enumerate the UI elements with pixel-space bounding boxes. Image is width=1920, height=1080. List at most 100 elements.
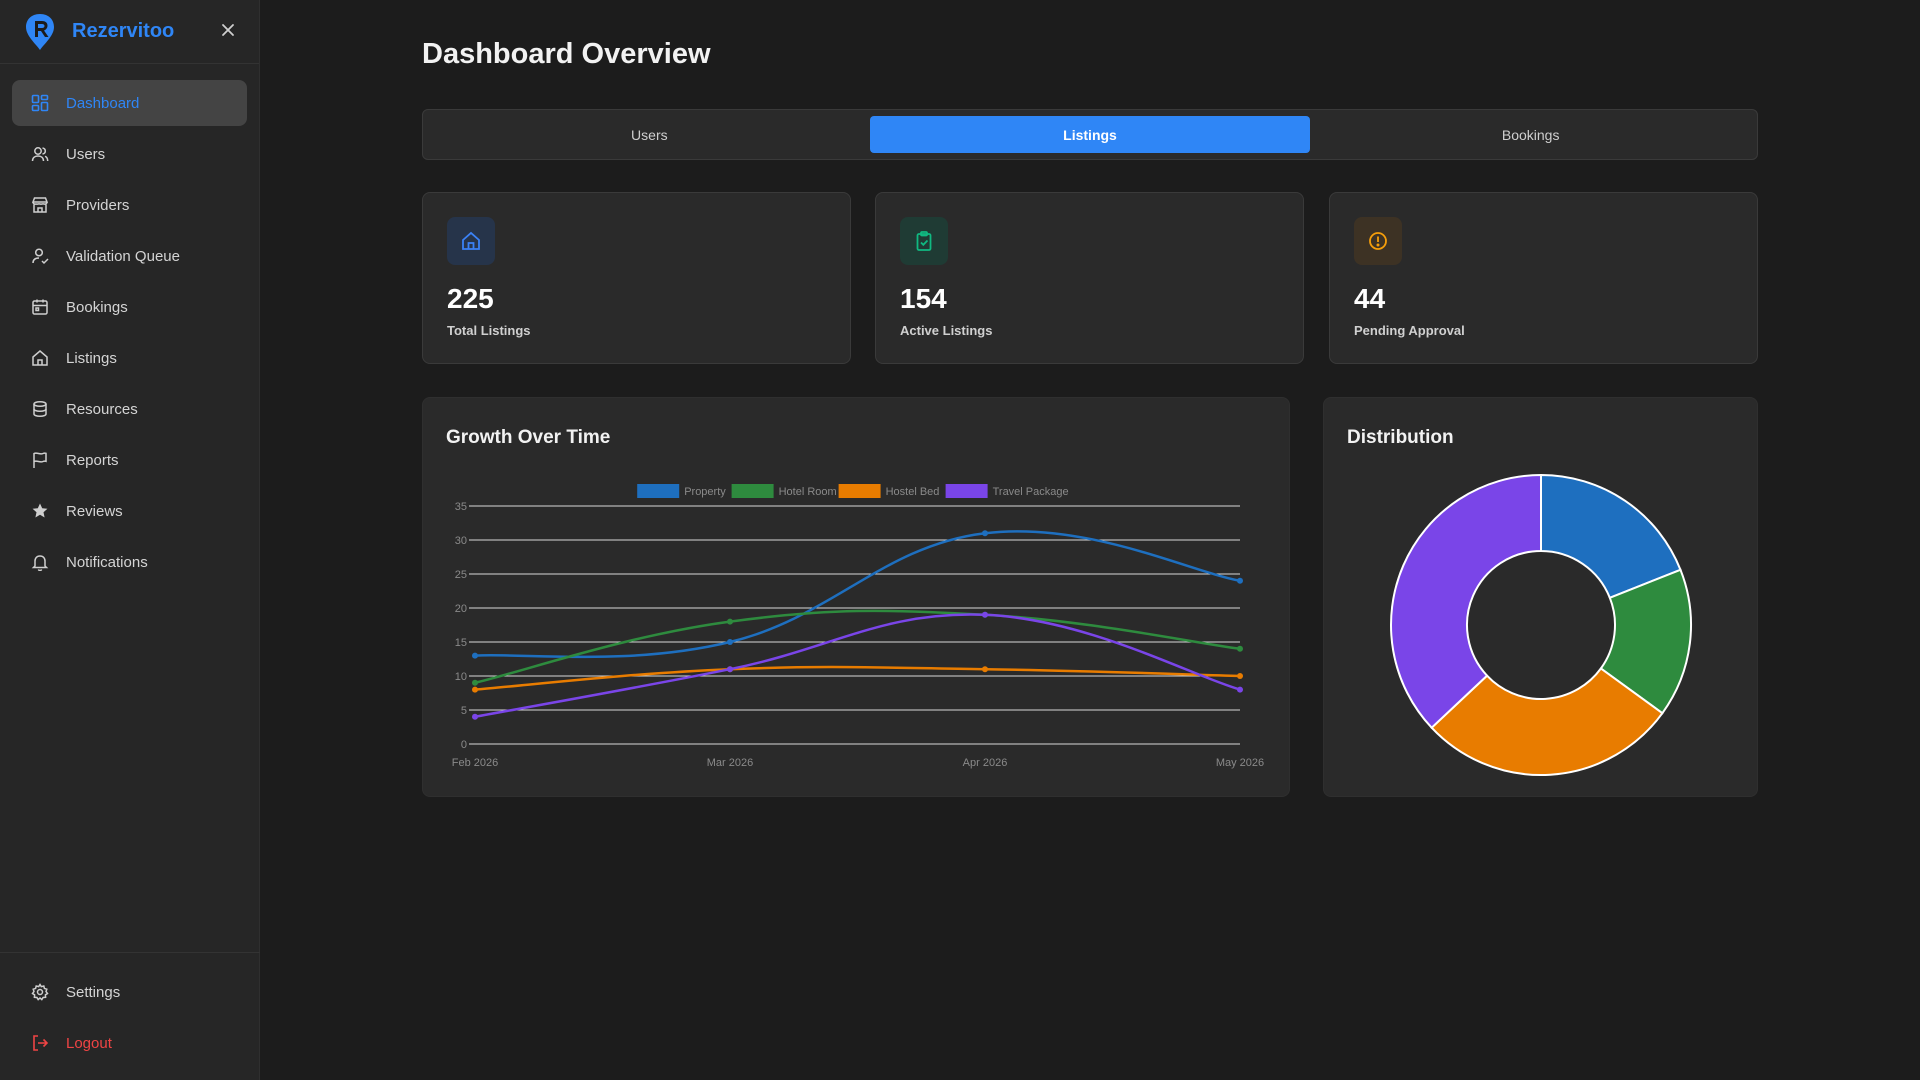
sidebar-item-label: Dashboard bbox=[66, 94, 140, 112]
sidebar-item-label: Notifications bbox=[66, 553, 148, 571]
brand: Rezervitoo bbox=[0, 0, 259, 64]
sidebar-footer: Settings Logout bbox=[0, 952, 260, 1071]
stat-label: Active Listings bbox=[900, 323, 993, 338]
sidebar-item-users[interactable]: Users bbox=[12, 131, 247, 177]
y-tick-label: 25 bbox=[455, 569, 467, 581]
y-tick-label: 5 bbox=[461, 705, 467, 717]
dashboard-icon bbox=[30, 93, 50, 113]
y-tick-label: 20 bbox=[455, 603, 467, 615]
clipboard-check-icon bbox=[900, 217, 948, 265]
series-line bbox=[474, 613, 1241, 719]
data-point bbox=[472, 652, 478, 659]
logout-label: Logout bbox=[66, 1034, 112, 1052]
home-icon bbox=[30, 348, 50, 368]
data-point bbox=[472, 713, 478, 720]
growth-line-chart: 0 5 10 15 20 25 30 35 Feb 2026 Mar 2026 Apr 2026 Ma… bbox=[452, 484, 1264, 769]
store-icon bbox=[30, 195, 50, 215]
data-point bbox=[472, 686, 478, 693]
sidebar-item-label: Listings bbox=[66, 349, 117, 367]
stat-label: Pending Approval bbox=[1354, 323, 1465, 338]
stat-card-pending-approval: 44 Pending Approval bbox=[1329, 192, 1758, 364]
brand-name[interactable]: Rezervitoo bbox=[72, 20, 175, 42]
data-point bbox=[982, 530, 988, 537]
tab-listings[interactable]: Listings bbox=[869, 116, 1311, 153]
bell-icon bbox=[30, 552, 50, 572]
sidebar-item-label: Providers bbox=[66, 196, 130, 214]
legend-label: Travel Package bbox=[993, 486, 1069, 498]
sidebar-item-resources[interactable]: Resources bbox=[12, 386, 247, 432]
sidebar-item-label: Bookings bbox=[66, 298, 128, 316]
y-tick-label: 35 bbox=[455, 501, 467, 513]
star-icon bbox=[30, 501, 50, 521]
y-tick-label: 30 bbox=[455, 535, 467, 547]
sidebar: Rezervitoo Dashboard Users Providers bbox=[0, 0, 260, 1080]
x-tick-label: May 2026 bbox=[1216, 757, 1264, 769]
sidebar-item-label: Users bbox=[66, 145, 106, 163]
data-point bbox=[982, 666, 988, 673]
stat-value: 44 bbox=[1354, 283, 1386, 314]
data-point bbox=[1237, 645, 1243, 652]
logout-icon bbox=[30, 1033, 50, 1053]
x-tick-label: Mar 2026 bbox=[707, 757, 753, 769]
home-icon bbox=[447, 217, 495, 265]
y-tick-label: 10 bbox=[455, 671, 467, 683]
data-point bbox=[1237, 673, 1243, 679]
x-tick-label: Feb 2026 bbox=[452, 757, 498, 769]
sidebar-item-label: Reports bbox=[66, 451, 119, 469]
sidebar-item-notifications[interactable]: Notifications bbox=[12, 539, 247, 585]
donut-slice bbox=[1540, 473, 1682, 600]
user-check-icon bbox=[30, 246, 50, 266]
data-point bbox=[727, 639, 733, 645]
main-content: Dashboard Overview Users Listings Bookin… bbox=[261, 0, 1920, 1080]
data-point bbox=[727, 618, 733, 625]
sidebar-nav: Dashboard Users Providers Validation Que… bbox=[0, 64, 259, 585]
donut-slice bbox=[1390, 473, 1542, 730]
logout-button[interactable]: Logout bbox=[12, 1020, 248, 1066]
sidebar-item-label: Reviews bbox=[66, 502, 123, 520]
series-line bbox=[474, 609, 1241, 685]
data-point bbox=[727, 666, 733, 673]
page-title: Dashboard Overview bbox=[422, 38, 711, 70]
sidebar-item-bookings[interactable]: Bookings bbox=[12, 284, 247, 330]
sidebar-item-reviews[interactable]: Reviews bbox=[12, 488, 247, 534]
data-point bbox=[472, 679, 478, 686]
y-tick-label: 0 bbox=[461, 739, 467, 751]
close-sidebar-button[interactable] bbox=[216, 18, 240, 42]
settings-label: Settings bbox=[66, 983, 121, 1001]
calendar-icon bbox=[30, 297, 50, 317]
donut-slice bbox=[1430, 667, 1664, 776]
tab-users[interactable]: Users bbox=[631, 126, 668, 143]
sidebar-item-dashboard[interactable]: Dashboard bbox=[12, 80, 247, 126]
stat-value: 225 bbox=[447, 283, 494, 314]
growth-chart-panel: Growth Over Time 0 5 10 15 20 25 30 35 Feb 2026 M… bbox=[422, 397, 1290, 797]
tab-bookings[interactable]: Bookings bbox=[1501, 126, 1560, 143]
sidebar-item-label: Validation Queue bbox=[66, 247, 180, 265]
sidebar-item-reports[interactable]: Reports bbox=[12, 437, 247, 483]
growth-chart-title: Growth Over Time bbox=[446, 427, 611, 448]
data-point bbox=[1237, 686, 1243, 693]
distribution-chart-panel: Distribution bbox=[1323, 397, 1758, 797]
alert-circle-icon bbox=[1354, 217, 1402, 265]
legend-label: Hotel Room bbox=[779, 486, 837, 498]
users-icon bbox=[30, 144, 50, 164]
legend-label: Property bbox=[684, 486, 726, 498]
sidebar-item-listings[interactable]: Listings bbox=[12, 335, 247, 381]
stat-card-total-listings: 225 Total Listings bbox=[422, 192, 851, 364]
database-icon bbox=[30, 399, 50, 419]
series-line bbox=[474, 530, 1241, 659]
data-point bbox=[982, 611, 988, 618]
legend-swatch bbox=[945, 484, 988, 498]
close-icon bbox=[222, 24, 234, 36]
legend-swatch bbox=[731, 484, 774, 498]
sidebar-item-providers[interactable]: Providers bbox=[12, 182, 247, 228]
distribution-chart-title: Distribution bbox=[1347, 427, 1454, 448]
sidebar-item-settings[interactable]: Settings bbox=[12, 969, 248, 1015]
stat-card-active-listings: 154 Active Listings bbox=[875, 192, 1304, 364]
y-tick-label: 15 bbox=[455, 637, 467, 649]
rezervitoo-logo-icon[interactable] bbox=[24, 12, 56, 52]
sidebar-item-validation-queue[interactable]: Validation Queue bbox=[12, 233, 247, 279]
data-point bbox=[1237, 577, 1243, 584]
legend-swatch bbox=[637, 484, 680, 498]
legend-label: Hostel Bed bbox=[886, 486, 940, 498]
gear-icon bbox=[30, 982, 50, 1002]
